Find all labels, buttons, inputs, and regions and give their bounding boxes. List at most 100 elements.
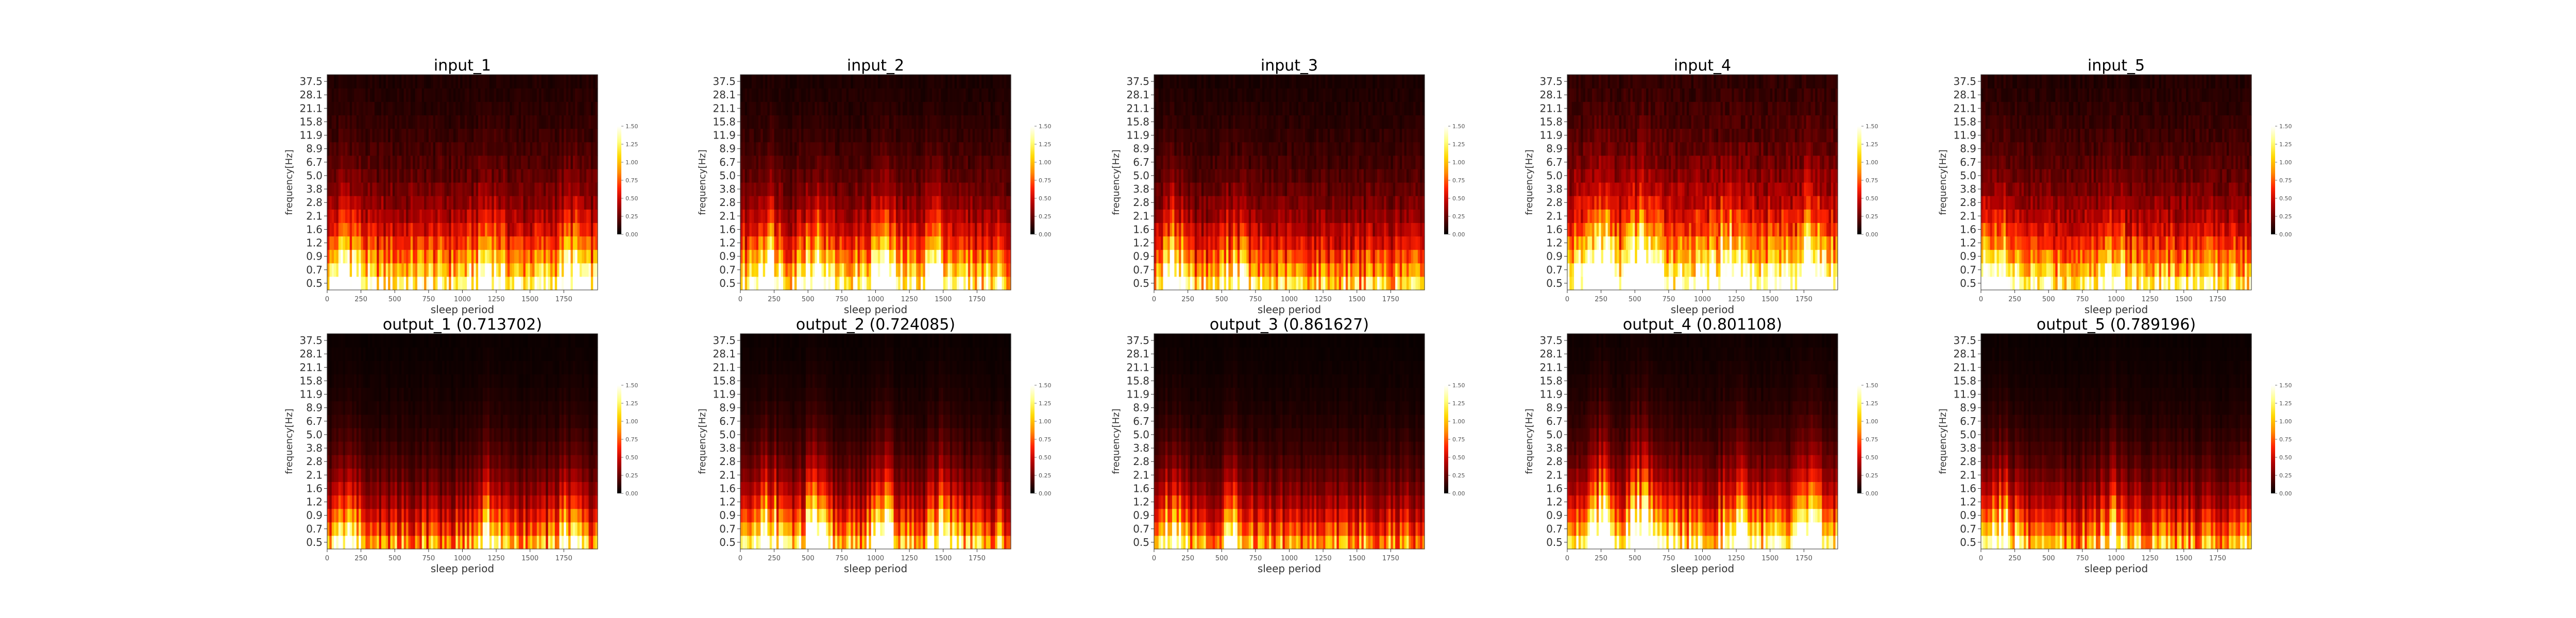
- heatmap-cell: [995, 277, 997, 290]
- heatmap-cell: [386, 115, 388, 129]
- heatmap-cell: [828, 129, 831, 143]
- heatmap-cell: [1172, 236, 1175, 250]
- heatmap-cell: [804, 156, 806, 169]
- heatmap-cell: [535, 101, 537, 115]
- heatmap-cell: [1246, 115, 1249, 129]
- heatmap-cell: [932, 236, 935, 250]
- heatmap-cell: [788, 236, 790, 250]
- heatmap-cell: [541, 142, 544, 156]
- heatmap-cell: [388, 182, 391, 196]
- heatmap-cell: [1276, 277, 1278, 290]
- heatmap-cell: [377, 169, 379, 183]
- heatmap-cell: [781, 169, 784, 183]
- heatmap-cell: [959, 277, 961, 290]
- heatmap-cell: [930, 209, 933, 223]
- heatmap-cell: [1215, 236, 1217, 250]
- heatmap-cell: [925, 101, 928, 115]
- heatmap-cell: [453, 236, 456, 250]
- heatmap-cell: [1235, 129, 1238, 143]
- heatmap-cell: [413, 277, 415, 290]
- heatmap-cell: [1213, 196, 1215, 210]
- heatmap-cell: [1213, 169, 1215, 183]
- heatmap-cell: [1179, 156, 1181, 169]
- heatmap-cell: [564, 101, 566, 115]
- heatmap-cell: [429, 250, 431, 264]
- heatmap-cell: [796, 101, 799, 115]
- heatmap-cell: [932, 75, 935, 89]
- heatmap-cell: [756, 142, 759, 156]
- heatmap-cell: [790, 129, 792, 143]
- heatmap-cell: [1219, 236, 1222, 250]
- heatmap-cell: [548, 101, 551, 115]
- heatmap-cell: [758, 115, 761, 129]
- x-tick-label: 500: [388, 296, 401, 303]
- heatmap-cell: [465, 129, 467, 143]
- heatmap-cell: [1185, 236, 1188, 250]
- heatmap-cell: [541, 182, 544, 196]
- heatmap-cell: [907, 156, 910, 169]
- heatmap-cell: [889, 277, 892, 290]
- heatmap-cell: [1228, 250, 1231, 264]
- heatmap-cell: [526, 250, 528, 264]
- heatmap-cell: [774, 88, 777, 102]
- heatmap-cell: [835, 209, 838, 223]
- heatmap-cell: [397, 209, 400, 223]
- heatmap-cell: [925, 250, 928, 264]
- heatmap-cell: [1233, 101, 1235, 115]
- heatmap-cell: [1258, 156, 1260, 169]
- heatmap-cell: [564, 88, 566, 102]
- heatmap-cell: [871, 88, 874, 102]
- heatmap-cell: [485, 263, 487, 277]
- heatmap-cell: [578, 182, 580, 196]
- heatmap-cell: [792, 129, 795, 143]
- heatmap-cell: [357, 75, 359, 89]
- heatmap-cell: [397, 88, 400, 102]
- heatmap-cell: [758, 101, 761, 115]
- heatmap-cell: [1190, 156, 1193, 169]
- heatmap-cell: [934, 222, 937, 236]
- heatmap-cell: [1238, 263, 1240, 277]
- heatmap-cell: [1272, 101, 1274, 115]
- heatmap-cell: [535, 222, 537, 236]
- heatmap-cell: [894, 101, 896, 115]
- heatmap-cell: [575, 75, 578, 89]
- heatmap-cell: [1224, 169, 1227, 183]
- heatmap-cell: [449, 222, 451, 236]
- heatmap-cell: [1172, 196, 1175, 210]
- heatmap-cell: [327, 236, 330, 250]
- heatmap-cell: [912, 263, 914, 277]
- heatmap-cell: [546, 182, 548, 196]
- heatmap-cell: [499, 115, 501, 129]
- heatmap-cell: [968, 196, 971, 210]
- heatmap-cell: [1231, 75, 1233, 89]
- heatmap-cell: [1167, 209, 1170, 223]
- heatmap-cell: [846, 236, 849, 250]
- heatmap-cell: [778, 196, 781, 210]
- heatmap-cell: [431, 142, 433, 156]
- heatmap-cell: [566, 277, 569, 290]
- heatmap-cell: [1294, 209, 1296, 223]
- heatmap-cell: [740, 250, 743, 264]
- heatmap-cell: [1002, 263, 1005, 277]
- heatmap-cell: [437, 182, 440, 196]
- heatmap-cell: [1233, 236, 1235, 250]
- heatmap-cell: [855, 209, 858, 223]
- heatmap-cell: [1276, 196, 1278, 210]
- heatmap-cell: [460, 236, 463, 250]
- heatmap-cell: [941, 277, 943, 290]
- heatmap-cell: [1233, 182, 1235, 196]
- heatmap-cell: [523, 263, 526, 277]
- heatmap-cell: [1002, 236, 1005, 250]
- heatmap-cell: [512, 263, 515, 277]
- heatmap-cell: [544, 156, 546, 169]
- heatmap-cell: [401, 142, 404, 156]
- heatmap-cell: [449, 196, 451, 210]
- heatmap-cell: [586, 222, 589, 236]
- heatmap-cell: [1167, 75, 1170, 89]
- heatmap-cell: [451, 250, 454, 264]
- heatmap-cell: [765, 169, 768, 183]
- heatmap-cell: [1006, 101, 1009, 115]
- heatmap-cell: [968, 263, 971, 277]
- heatmap-cell: [822, 75, 824, 89]
- heatmap-cell: [365, 75, 368, 89]
